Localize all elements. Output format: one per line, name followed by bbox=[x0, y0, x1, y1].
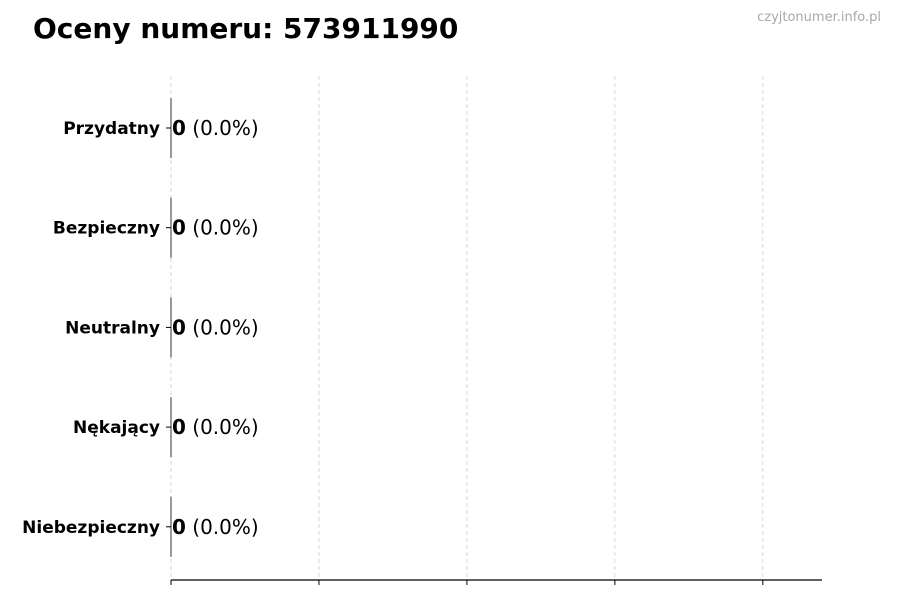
data-label: 0 (0.0%) bbox=[172, 415, 259, 439]
chart-title: Oceny numeru: 573911990 bbox=[33, 12, 459, 45]
data-label-percent: (0.0%) bbox=[186, 515, 259, 539]
y-tick-label: Bezpieczny bbox=[53, 219, 160, 239]
y-tick-label: Przydatny bbox=[63, 119, 160, 139]
data-label-count: 0 bbox=[172, 216, 186, 240]
data-label: 0 (0.0%) bbox=[172, 116, 259, 140]
data-label-percent: (0.0%) bbox=[186, 116, 259, 140]
data-label: 0 (0.0%) bbox=[172, 216, 259, 240]
watermark: czyjtonumer.info.pl bbox=[757, 10, 881, 25]
y-tick-label: Niebezpieczny bbox=[22, 518, 160, 538]
data-label-percent: (0.0%) bbox=[186, 415, 259, 439]
data-label: 0 (0.0%) bbox=[172, 315, 259, 339]
y-tick-label: Nękający bbox=[73, 418, 160, 438]
data-label-count: 0 bbox=[172, 515, 186, 539]
y-tick-label: Neutralny bbox=[65, 318, 160, 338]
data-label-count: 0 bbox=[172, 315, 186, 339]
data-label-percent: (0.0%) bbox=[186, 216, 259, 240]
data-label-count: 0 bbox=[172, 116, 186, 140]
data-label-percent: (0.0%) bbox=[186, 315, 259, 339]
data-label: 0 (0.0%) bbox=[172, 515, 259, 539]
data-label-count: 0 bbox=[172, 415, 186, 439]
